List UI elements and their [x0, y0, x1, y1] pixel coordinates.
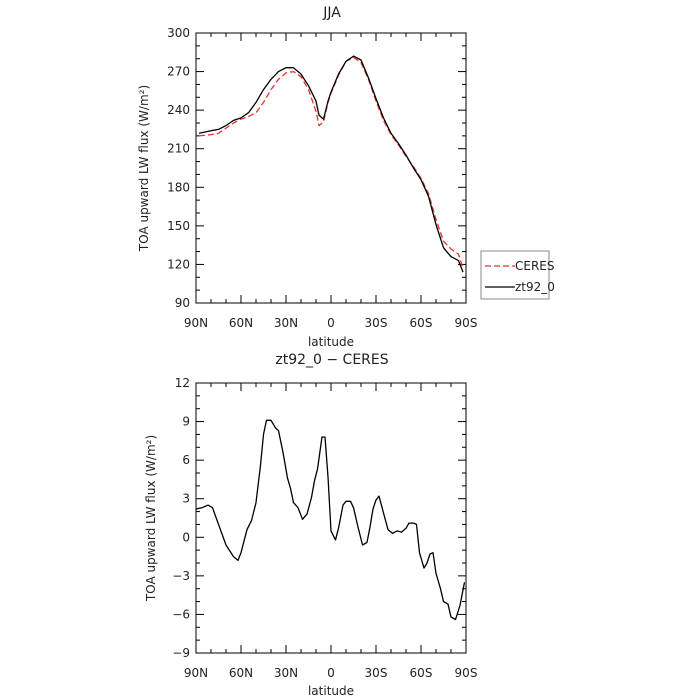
top-xtick-label: 90S — [455, 316, 478, 330]
top-x-axis-label: latitude — [308, 335, 354, 349]
legend: CERES zt92_0 — [480, 250, 555, 300]
top-x-axis: 90N 60N 30N 0 30S 60S 90S — [184, 33, 478, 330]
bottom-ytick-label: 3 — [182, 492, 190, 506]
bottom-xtick-label: 90S — [455, 666, 478, 680]
top-xtick-label: 30S — [365, 316, 388, 330]
bottom-x-axis-label: latitude — [308, 684, 354, 698]
top-xtick-label: 30N — [274, 316, 298, 330]
bottom-ytick-label: 6 — [182, 453, 190, 467]
bottom-xtick-label: 90N — [184, 666, 208, 680]
bottom-ytick-label: −6 — [172, 607, 190, 621]
legend-label-zt92: zt92_0 — [515, 280, 555, 294]
top-ytick-label: 240 — [167, 103, 190, 117]
top-y-axis: 90 120 150 180 210 240 270 300 — [167, 26, 466, 310]
top-chart-title: JJA — [322, 5, 341, 21]
bottom-xtick-label: 0 — [327, 666, 335, 680]
top-xtick-label: 60N — [229, 316, 253, 330]
top-ytick-label: 120 — [167, 257, 190, 271]
bottom-xtick-label: 30S — [365, 666, 388, 680]
top-series-line-ceres — [198, 56, 464, 269]
top-xtick-label: 90N — [184, 316, 208, 330]
top-ytick-label: 210 — [167, 142, 190, 156]
top-xtick-label: 60S — [410, 316, 433, 330]
top-plot-frame — [195, 32, 467, 304]
top-y-axis-label: TOA upward LW flux (W/m²) — [137, 85, 151, 252]
bottom-xtick-label: 30N — [274, 666, 298, 680]
top-ytick-label: 270 — [167, 65, 190, 79]
bottom-ytick-label: −9 — [172, 646, 190, 660]
bottom-y-axis: −9 −6 −3 0 3 6 9 12 — [172, 376, 466, 660]
legend-box — [480, 250, 550, 300]
bottom-xtick-label: 60N — [229, 666, 253, 680]
bottom-ytick-label: 12 — [175, 376, 190, 390]
bottom-chart-title: zt92_0 − CERES — [275, 352, 388, 368]
top-panel: JJA 90 120 150 180 210 240 270 300 90N 60N 30N 0 30… — [137, 5, 555, 349]
top-xtick-label: 0 — [327, 316, 335, 330]
bottom-series-group — [195, 419, 466, 621]
top-ytick-label: 180 — [167, 180, 190, 194]
top-ytick-label: 90 — [175, 296, 190, 310]
legend-label-ceres: CERES — [515, 259, 555, 273]
bottom-series-line-0 — [195, 419, 466, 621]
top-ytick-label: 300 — [167, 26, 190, 40]
bottom-y-axis-label: TOA upward LW flux (W/m²) — [144, 435, 158, 602]
bottom-ytick-label: −3 — [172, 569, 190, 583]
top-series-group — [198, 55, 464, 273]
bottom-x-axis: 90N 60N 30N 0 30S 60S 90S — [184, 383, 478, 680]
top-series-line-zt92-0 — [198, 55, 464, 273]
bottom-panel: zt92_0 − CERES −9 −6 −3 0 3 6 9 12 90N 60N 30N 0 30… — [144, 352, 477, 698]
top-ytick-label: 150 — [167, 219, 190, 233]
bottom-ytick-label: 0 — [182, 530, 190, 544]
bottom-ytick-label: 9 — [182, 415, 190, 429]
bottom-xtick-label: 60S — [410, 666, 433, 680]
bottom-plot-frame — [195, 382, 467, 654]
